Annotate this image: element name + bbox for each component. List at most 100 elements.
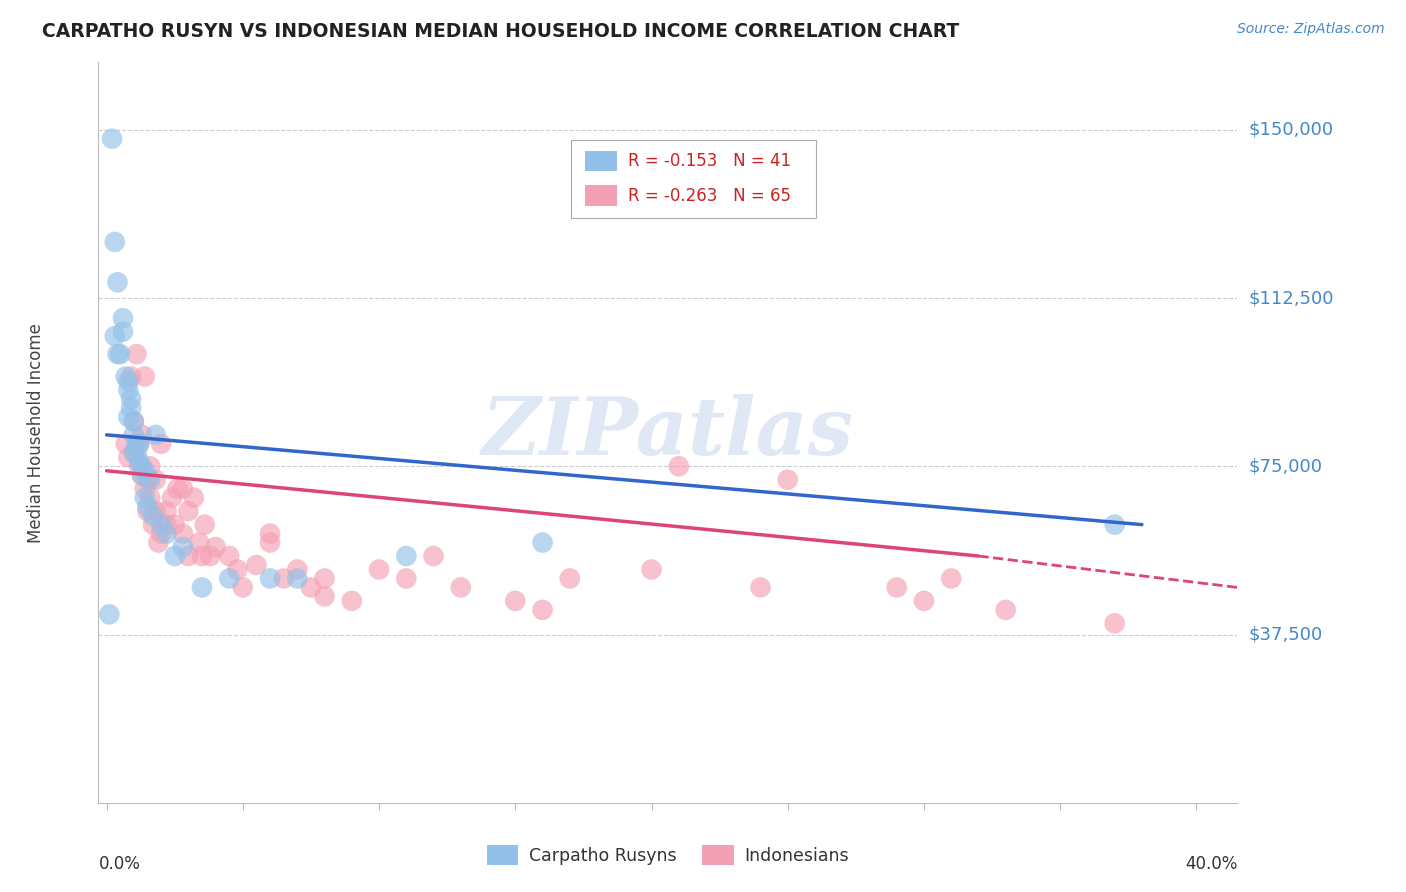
Text: $37,500: $37,500 [1249, 625, 1323, 643]
Point [191, 581, 214, 595]
Point [166, 482, 188, 496]
Point [558, 571, 581, 585]
Point [120, 369, 142, 384]
Point [110, 347, 132, 361]
Point [125, 437, 148, 451]
Text: 0.0%: 0.0% [98, 855, 141, 872]
Point [136, 504, 159, 518]
Point [128, 437, 150, 451]
Point [155, 504, 177, 518]
Text: Source: ZipAtlas.com: Source: ZipAtlas.com [1237, 22, 1385, 37]
Point [163, 517, 186, 532]
Point [114, 437, 136, 451]
Text: R = -0.263   N = 65: R = -0.263 N = 65 [628, 186, 792, 204]
Point [145, 428, 167, 442]
Point [191, 549, 214, 563]
Legend: Carpatho Rusyns, Indonesians: Carpatho Rusyns, Indonesians [479, 838, 856, 871]
Point [122, 446, 145, 460]
Point [640, 562, 662, 576]
Point [941, 571, 963, 585]
Point [101, 132, 124, 146]
Text: $150,000: $150,000 [1249, 120, 1333, 139]
Point [886, 581, 908, 595]
Point [163, 549, 186, 563]
Point [136, 500, 159, 514]
Point [314, 571, 336, 585]
Point [145, 504, 167, 518]
Point [1104, 616, 1126, 631]
Point [172, 540, 194, 554]
Point [259, 526, 281, 541]
Point [131, 468, 153, 483]
Point [422, 549, 444, 563]
Point [131, 468, 153, 483]
Point [450, 581, 472, 595]
Text: ZIPatlas: ZIPatlas [482, 394, 853, 471]
Point [177, 549, 200, 563]
Point [128, 455, 150, 469]
FancyBboxPatch shape [585, 151, 617, 171]
Point [749, 581, 772, 595]
Point [155, 517, 177, 532]
Point [117, 450, 139, 465]
Point [160, 491, 183, 505]
Point [668, 459, 690, 474]
Point [204, 540, 226, 554]
Text: $75,000: $75,000 [1249, 458, 1323, 475]
Point [104, 235, 127, 249]
Point [117, 383, 139, 397]
Point [139, 491, 162, 505]
Point [139, 459, 162, 474]
Point [122, 446, 145, 460]
Point [114, 369, 136, 384]
Point [285, 571, 308, 585]
Point [226, 562, 249, 576]
Point [531, 535, 554, 549]
Point [122, 414, 145, 428]
Point [134, 464, 156, 478]
Point [172, 526, 194, 541]
Point [299, 581, 322, 595]
Point [142, 517, 165, 532]
Point [340, 594, 363, 608]
Point [395, 549, 418, 563]
Point [111, 325, 134, 339]
Text: $112,500: $112,500 [1249, 289, 1334, 307]
Point [155, 526, 177, 541]
Point [259, 535, 281, 549]
Point [218, 549, 240, 563]
Text: CARPATHO RUSYN VS INDONESIAN MEDIAN HOUSEHOLD INCOME CORRELATION CHART: CARPATHO RUSYN VS INDONESIAN MEDIAN HOUS… [42, 22, 959, 41]
Point [314, 590, 336, 604]
Point [177, 504, 200, 518]
Point [776, 473, 799, 487]
Point [117, 374, 139, 388]
Point [503, 594, 526, 608]
Point [273, 571, 295, 585]
Point [194, 517, 217, 532]
Point [107, 275, 129, 289]
Point [142, 508, 165, 523]
Point [120, 392, 142, 406]
Text: Median Household Income: Median Household Income [27, 323, 45, 542]
Point [134, 369, 156, 384]
Point [117, 409, 139, 424]
Text: 40.0%: 40.0% [1185, 855, 1237, 872]
Point [150, 526, 173, 541]
Point [198, 549, 221, 563]
Point [285, 562, 308, 576]
Point [128, 437, 150, 451]
Point [122, 414, 145, 428]
Point [131, 459, 153, 474]
Point [232, 581, 254, 595]
Point [139, 473, 162, 487]
Point [136, 473, 159, 487]
Point [125, 446, 148, 460]
Point [104, 329, 127, 343]
Point [912, 594, 935, 608]
Point [111, 311, 134, 326]
Point [1104, 517, 1126, 532]
Point [150, 437, 173, 451]
Point [122, 428, 145, 442]
Point [172, 482, 194, 496]
FancyBboxPatch shape [571, 140, 815, 218]
